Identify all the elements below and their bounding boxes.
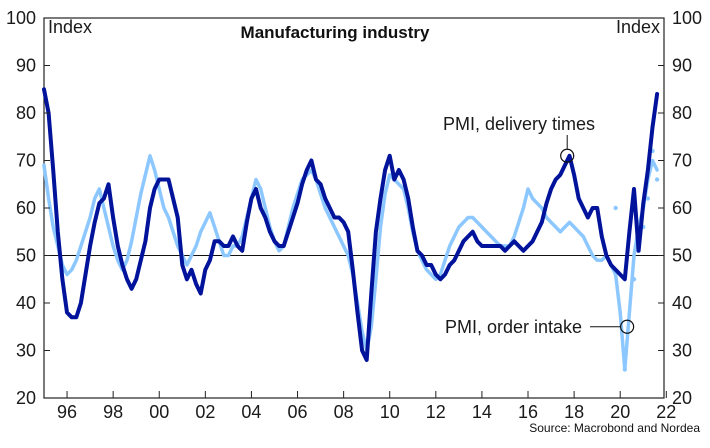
x-tick-label: 96 [57, 402, 77, 422]
y-tick-label-right: 50 [672, 246, 692, 266]
x-tick-label: 00 [149, 402, 169, 422]
y-axis-left: 20 30 40 50 60 70 80 90 100 [6, 8, 50, 408]
annotation-marker-delivery-times [560, 148, 575, 163]
series-line-delivery-times [42, 87, 660, 362]
x-tick-label: 22 [656, 402, 676, 422]
x-tick-label: 20 [610, 402, 630, 422]
x-tick-label: 04 [241, 402, 261, 422]
source-note: Source: Macrobond and Nordea [529, 421, 700, 435]
x-tick-label: 18 [564, 402, 584, 422]
annotation-label-order-intake: PMI, order intake [445, 317, 582, 337]
annotation-layer: PMI, delivery times PMI, order intake [443, 114, 635, 337]
y-tick-label-left: 50 [16, 246, 36, 266]
x-tick-label: 14 [472, 402, 492, 422]
y-tick-label-left: 70 [16, 151, 36, 171]
order-intake-point [645, 196, 651, 201]
order-intake-point [654, 177, 660, 182]
y-tick-label-right: 80 [672, 103, 692, 123]
y-tick-label-right: 70 [672, 151, 692, 171]
x-tick-label: 12 [426, 402, 446, 422]
y-tick-label-right: 40 [672, 293, 692, 313]
y-axis-right: 20 30 40 50 60 70 80 90 100 [658, 8, 702, 408]
y-tick-label-left: 100 [6, 8, 36, 28]
order-intake-point [622, 367, 628, 372]
series-layer [42, 87, 660, 372]
x-tick-label: 10 [380, 402, 400, 422]
y-tick-label-right: 60 [672, 198, 692, 218]
y-tick-label-left: 60 [16, 198, 36, 218]
y-tick-label-left: 20 [16, 388, 36, 408]
order-intake-point [631, 277, 637, 282]
y-unit-right: Index [616, 17, 660, 37]
x-tick-label: 16 [518, 402, 538, 422]
y-tick-label-left: 90 [16, 56, 36, 76]
y-tick-label-left: 30 [16, 341, 36, 361]
chart-title: Manufacturing industry [241, 23, 430, 42]
x-tick-label: 08 [334, 402, 354, 422]
y-unit-left: Index [48, 17, 92, 37]
x-axis: 96 98 00 02 04 06 08 10 12 14 16 18 20 22 [57, 391, 676, 422]
x-tick-label: 02 [195, 402, 215, 422]
y-tick-label-left: 80 [16, 103, 36, 123]
x-tick-label: 06 [288, 402, 308, 422]
x-tick-label: 98 [103, 402, 123, 422]
annotation-marker-order-intake [620, 319, 635, 334]
y-tick-label-right: 30 [672, 341, 692, 361]
y-tick-label-right: 90 [672, 56, 692, 76]
annotation-label-delivery-times: PMI, delivery times [443, 114, 595, 134]
order-intake-point [613, 205, 618, 211]
y-tick-label-right: 100 [672, 8, 702, 28]
y-tick-label-left: 40 [16, 293, 36, 313]
y-tick-label-right: 20 [672, 388, 692, 408]
